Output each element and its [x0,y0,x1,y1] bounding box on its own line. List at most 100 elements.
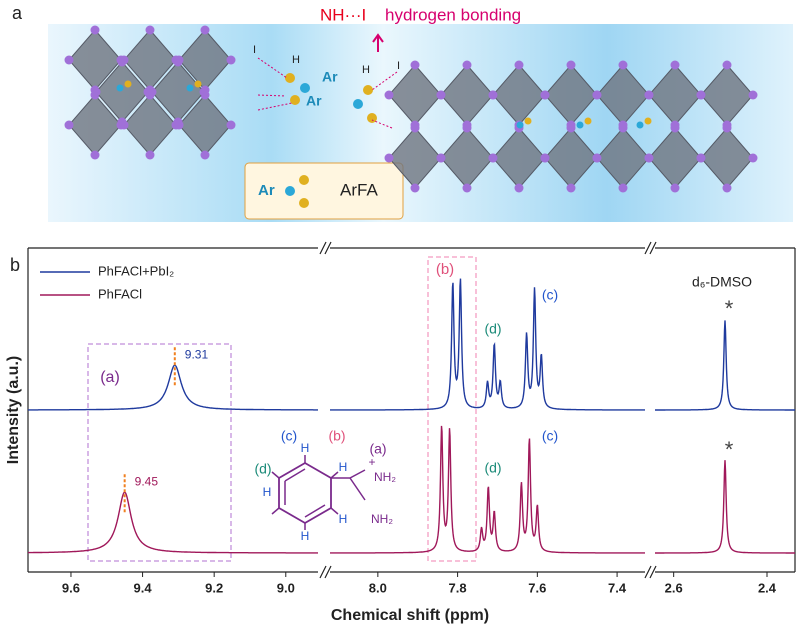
iodide [462,60,472,70]
axis-break [649,241,657,255]
iodide [514,60,524,70]
atom [299,198,309,208]
structure-label: H [339,460,348,474]
panel-a: a NH···I hydrogen bonding Ar ArFA IHArAr… [12,3,793,222]
spectrum [655,320,795,411]
atom [116,84,124,92]
spectrum [330,425,645,554]
x-tick-label: 7.6 [528,580,546,595]
annotation: (c) [542,428,558,444]
x-tick-label: 8.0 [369,580,387,595]
atom [299,175,309,185]
bonds [271,455,366,530]
x-tick-label: 7.8 [449,580,467,595]
atom [576,121,584,129]
spectrum [330,278,645,411]
iodide [488,90,498,100]
atom [300,83,310,93]
axis-break [319,241,327,255]
iodide [462,123,472,133]
iodide [670,60,680,70]
axis-break [319,565,327,579]
atom-label: Ar [322,69,338,85]
legend-label: PhFACl [98,286,142,301]
iodide [566,60,576,70]
iodide [462,183,472,193]
iodide [436,153,446,163]
iodide [540,153,550,163]
iodide [145,25,155,35]
iodide [173,57,183,67]
double-bonds [284,468,326,518]
spectrum [28,364,318,411]
x-tick-label: 9.2 [205,580,223,595]
arrow [372,33,384,52]
benzene-ring [278,461,332,525]
atom [367,113,377,123]
x-axis-label: Chemical shift (ppm) [331,607,489,624]
atom [124,80,132,88]
legend-label: PhFACl+PbI₂ [98,263,174,278]
iodide [90,150,100,160]
atom [353,99,363,109]
iodide [566,123,576,133]
iodide [722,123,732,133]
iodide [199,87,209,97]
atom [584,117,592,125]
iodide [592,90,602,100]
y-axis-label: Intensity (a.u.) [5,356,22,464]
spectrum [28,491,318,554]
x-tick-label: 9.6 [62,580,80,595]
atom [186,84,194,92]
atom [516,121,524,129]
annotation: (a) [100,369,120,386]
peak-label: 9.45 [135,474,159,488]
axis-break [324,241,332,255]
iodide [670,183,680,193]
legend-name: ArFA [340,180,378,199]
atom-label: H [362,64,370,76]
annotation: * [725,296,734,321]
annotation: (b) [436,261,454,278]
structure-label: NH₂ [374,470,396,484]
atom [363,85,373,95]
title-rest: hydrogen bonding [385,5,521,24]
structure-label: NH₂ [371,512,393,526]
iodide [90,25,100,35]
iodide [410,123,420,133]
annotation: (d) [484,321,501,337]
iodide [748,90,758,100]
iodide [696,153,706,163]
atom [524,117,532,125]
structure-label: H [339,512,348,526]
iodide [384,90,394,100]
x-tick-label: 9.0 [277,580,295,595]
iodide [488,153,498,163]
iodide [91,87,101,97]
structure-label: + [368,455,375,469]
axis-break [644,241,652,255]
peak-label: 9.31 [185,347,209,361]
panel-b: b Intensity (a.u.) Chemical shift (ppm) … [5,241,796,624]
iodide [644,153,654,163]
iodide [226,120,236,130]
iodide [64,120,74,130]
atom [285,186,295,196]
axis-break [649,565,657,579]
iodide [618,60,628,70]
x-tick-label: 2.6 [665,580,683,595]
atom [644,117,652,125]
atom [636,121,644,129]
iodide [514,183,524,193]
iodide [173,117,183,127]
x-tick-label: 7.4 [608,580,627,595]
iodide [592,153,602,163]
axis-break [644,565,652,579]
iodide [117,57,127,67]
hydrogen-bond [371,119,393,129]
iodide [117,117,127,127]
x-tick-label: 9.4 [134,580,153,595]
hydrogen-bond [257,94,287,97]
iodide [64,55,74,65]
